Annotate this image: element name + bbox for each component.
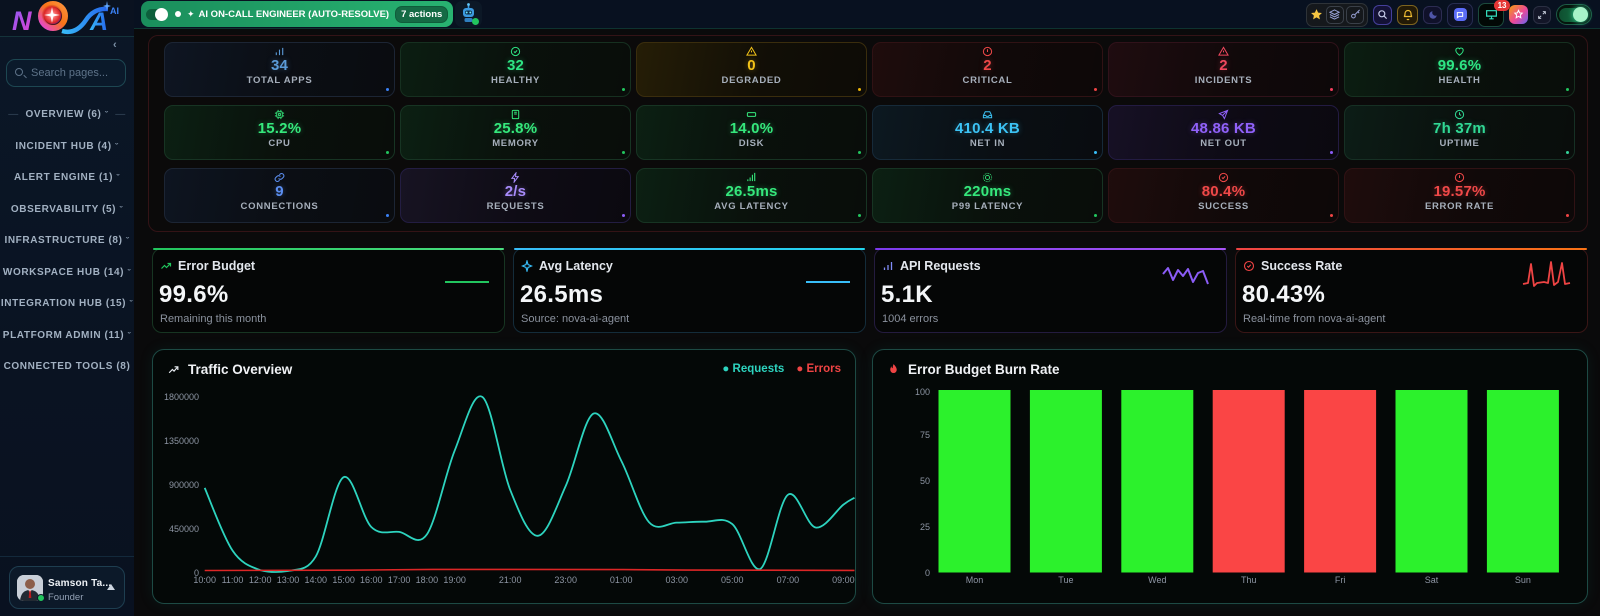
- svg-text:07:00: 07:00: [777, 575, 800, 585]
- svg-text:Tue: Tue: [1058, 575, 1073, 585]
- svg-text:12:00: 12:00: [249, 575, 272, 585]
- svg-text:1350000: 1350000: [164, 436, 199, 446]
- svg-text:11:00: 11:00: [222, 575, 244, 585]
- svg-text:01:00: 01:00: [610, 575, 633, 585]
- svg-text:900000: 900000: [169, 480, 199, 490]
- svg-text:15:00: 15:00: [332, 575, 355, 585]
- svg-text:19:00: 19:00: [443, 575, 466, 585]
- svg-text:10:00: 10:00: [193, 575, 216, 585]
- svg-text:50: 50: [920, 476, 930, 486]
- svg-text:Wed: Wed: [1148, 575, 1166, 585]
- svg-text:100: 100: [915, 387, 930, 397]
- svg-text:Thu: Thu: [1241, 575, 1257, 585]
- svg-text:0: 0: [194, 568, 199, 578]
- svg-text:0: 0: [925, 568, 930, 578]
- svg-text:1800000: 1800000: [164, 392, 199, 402]
- svg-text:21:00: 21:00: [499, 575, 522, 585]
- svg-text:25: 25: [920, 522, 930, 532]
- svg-text:450000: 450000: [169, 524, 199, 534]
- svg-text:Sat: Sat: [1425, 575, 1439, 585]
- svg-text:Sun: Sun: [1515, 575, 1531, 585]
- svg-text:N: N: [12, 6, 32, 36]
- svg-text:18:00: 18:00: [416, 575, 439, 585]
- svg-text:14:00: 14:00: [305, 575, 328, 585]
- svg-text:Fri: Fri: [1335, 575, 1346, 585]
- svg-text:75: 75: [920, 430, 930, 440]
- svg-text:17:00: 17:00: [388, 575, 411, 585]
- svg-text:Mon: Mon: [966, 575, 984, 585]
- svg-text:AI: AI: [110, 6, 119, 16]
- svg-text:16:00: 16:00: [360, 575, 383, 585]
- svg-text:A: A: [89, 8, 108, 36]
- svg-text:05:00: 05:00: [721, 575, 744, 585]
- svg-text:13:00: 13:00: [277, 575, 300, 585]
- svg-text:09:00: 09:00: [832, 575, 855, 585]
- svg-text:03:00: 03:00: [666, 575, 689, 585]
- svg-text:23:00: 23:00: [554, 575, 577, 585]
